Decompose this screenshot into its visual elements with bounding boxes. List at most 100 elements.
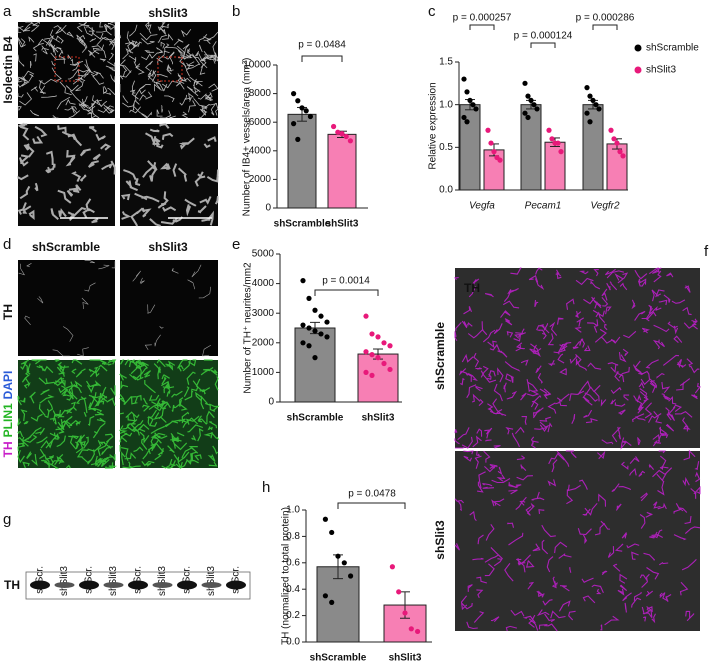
- data-point: [295, 136, 301, 142]
- significance-bracket: [469, 24, 495, 30]
- data-point: [318, 331, 324, 337]
- data-point: [608, 127, 614, 133]
- p-value: p = 0.0478: [348, 489, 396, 500]
- data-point: [369, 352, 375, 358]
- data-point: [473, 106, 479, 112]
- data-point: [587, 119, 593, 125]
- blot-band: [30, 580, 50, 590]
- y-tick-label: 0.5: [439, 142, 453, 153]
- micrograph-texture: [118, 20, 219, 119]
- x-tick-label: shSlit3: [389, 653, 422, 664]
- y-tick-label: 0: [265, 203, 271, 214]
- data-point: [343, 133, 349, 140]
- x-tick-label: shSlit3: [326, 219, 359, 230]
- micrograph: [120, 260, 218, 356]
- row-label: TH: [1, 304, 15, 320]
- data-point: [335, 129, 341, 135]
- y-tick-label: 0.0: [439, 185, 453, 196]
- x-tick-label: shScramble: [287, 413, 344, 424]
- micrograph-texture: [18, 259, 116, 357]
- micrograph-texture: [17, 21, 116, 119]
- bar: [287, 113, 317, 209]
- data-point: [375, 355, 381, 361]
- data-point: [531, 102, 537, 108]
- inset-box: [54, 56, 80, 82]
- y-tick-label: 2000: [252, 337, 275, 348]
- data-point: [528, 97, 534, 103]
- p-value: p = 0.0014: [322, 276, 370, 287]
- data-point: [467, 97, 473, 103]
- lane-label: shSlit3: [157, 566, 168, 596]
- data-point: [291, 91, 297, 97]
- y-tick-label: 5000: [252, 249, 275, 260]
- lane-label: shScr.: [133, 566, 144, 594]
- significance-bracket: [301, 55, 343, 62]
- legend-marker: [634, 66, 642, 74]
- significance-bracket: [592, 24, 618, 30]
- data-point: [525, 114, 531, 121]
- data-point: [381, 340, 387, 346]
- whole-mount: [455, 451, 700, 631]
- row-label-word: DAPI: [1, 371, 15, 400]
- panel-letter: g: [3, 511, 11, 528]
- micrograph-merge-texture: [118, 359, 220, 470]
- panel-letter: h: [262, 479, 270, 496]
- y-tick-label: 4000: [252, 278, 275, 289]
- p-value: p = 0.000124: [514, 31, 573, 42]
- y-tick-label: 1.0: [286, 505, 300, 516]
- data-point: [322, 593, 328, 599]
- panel-letter: e: [232, 236, 240, 253]
- data-point: [381, 360, 387, 367]
- micrograph-merge-texture: [16, 359, 118, 469]
- panel-letter: c: [428, 3, 436, 20]
- p-value: p = 0.000286: [576, 13, 635, 24]
- data-point: [525, 93, 531, 99]
- data-point: [558, 149, 564, 155]
- blot-band: [79, 580, 99, 590]
- data-point: [590, 97, 596, 103]
- stain-label: TH: [464, 281, 480, 295]
- data-point: [587, 93, 593, 99]
- micrograph: [120, 22, 218, 118]
- y-tick-label: 1.0: [439, 99, 453, 110]
- whole-mount-texture: [453, 267, 701, 450]
- micrograph-zoom: [120, 124, 218, 226]
- y-tick-label: 6000: [249, 117, 272, 128]
- significance-bracket: [337, 502, 406, 509]
- y-tick-label: 1.5: [439, 57, 453, 68]
- micrograph-zoom-texture: [120, 122, 219, 227]
- data-point: [584, 85, 590, 91]
- x-tick-label: shScramble: [310, 653, 367, 664]
- y-axis-label: Number of IB4+ vessels/area (mm²): [242, 58, 253, 217]
- data-point: [300, 278, 306, 284]
- y-tick-label: 0.6: [286, 557, 300, 568]
- blot-band: [177, 580, 197, 590]
- lane-label: shScr.: [231, 566, 242, 594]
- data-point: [614, 140, 620, 146]
- y-axis-label: Number of TH⁺ neurites/mm2: [243, 262, 254, 394]
- data-point: [491, 149, 497, 155]
- data-point: [396, 589, 402, 595]
- lane-label: shSlit3: [59, 566, 70, 596]
- legend-label: shSlit3: [646, 65, 676, 76]
- micrograph-zoom-texture: [17, 122, 117, 224]
- y-tick-label: 0.4: [286, 584, 300, 595]
- row-label-word: TH: [1, 441, 15, 457]
- data-point: [312, 307, 318, 313]
- bar: [327, 133, 357, 209]
- data-point: [300, 322, 306, 328]
- data-point: [329, 529, 335, 536]
- data-point: [341, 560, 347, 566]
- lane-label: shScr.: [182, 566, 193, 594]
- data-point: [497, 157, 503, 163]
- data-point: [389, 564, 395, 570]
- bar: [606, 143, 628, 191]
- bar: [520, 104, 542, 191]
- x-tick-label: Vegfr2: [590, 201, 620, 212]
- data-point: [347, 138, 353, 144]
- lane-label: shScr.: [84, 566, 95, 594]
- whole-mount: [455, 268, 700, 448]
- column-label: shSlit3: [148, 6, 188, 20]
- column-label: shScramble: [32, 6, 100, 20]
- y-axis-label: TH (normalized to total protein): [281, 507, 292, 645]
